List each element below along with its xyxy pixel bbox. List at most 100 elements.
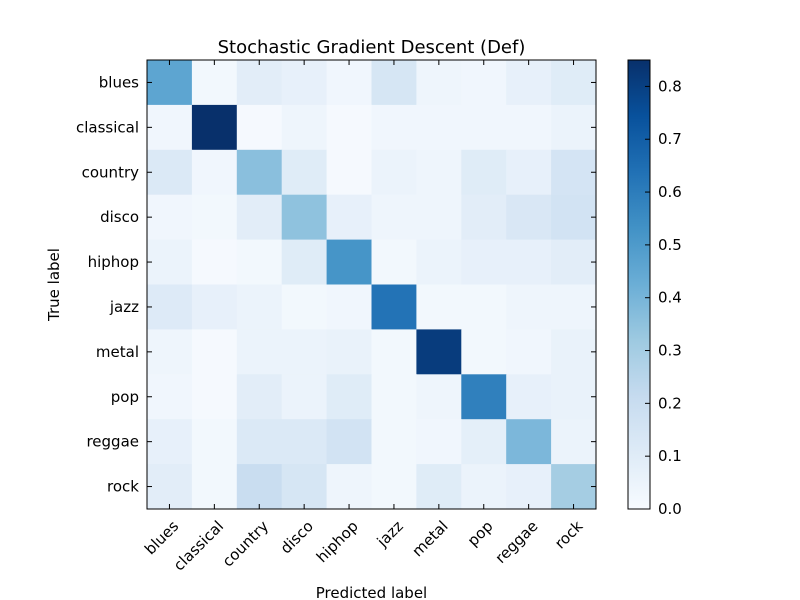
heatmap-cell xyxy=(147,329,193,375)
heatmap-cell xyxy=(236,284,283,330)
heatmap-cell xyxy=(281,329,328,375)
heatmap-cell xyxy=(147,419,193,465)
y-tick-label: rock xyxy=(107,478,139,496)
heatmap-cell xyxy=(371,374,417,420)
heatmap-cell xyxy=(416,329,462,375)
heatmap-cell xyxy=(191,239,238,285)
heatmap-cell xyxy=(191,149,238,196)
colorbar xyxy=(627,59,651,510)
heatmap-cell xyxy=(147,284,193,330)
heatmap-cell xyxy=(191,464,238,510)
heatmap-cell xyxy=(371,60,417,106)
heatmap-cell xyxy=(326,329,372,375)
heatmap-cell xyxy=(416,464,462,510)
heatmap-cell xyxy=(551,374,597,420)
x-tick-label: rock xyxy=(551,517,587,553)
heatmap-cell xyxy=(191,104,238,151)
heatmap-cell xyxy=(191,194,238,241)
heatmap-cell xyxy=(281,464,328,510)
heatmap-cell xyxy=(371,239,417,285)
heatmap-cell xyxy=(236,374,283,420)
x-tick-label: blues xyxy=(141,517,182,558)
chart-title: Stochastic Gradient Descent (Def) xyxy=(218,37,526,58)
heatmap-cell xyxy=(506,329,552,375)
heatmap-cell xyxy=(506,374,552,420)
heatmap-cell xyxy=(371,149,417,196)
heatmap-cell xyxy=(506,104,552,151)
heatmap-cell xyxy=(147,149,193,196)
heatmap-cell xyxy=(371,419,417,465)
heatmap-cell xyxy=(191,329,238,375)
heatmap-cell xyxy=(371,194,417,241)
heatmap-cell xyxy=(326,104,372,151)
heatmap-cell xyxy=(551,329,597,375)
heatmap-cell xyxy=(147,60,193,106)
heatmap-cell xyxy=(551,149,597,196)
y-tick-label: reggae xyxy=(86,433,139,451)
heatmap-cell xyxy=(191,284,238,330)
y-tick-label: blues xyxy=(99,73,139,91)
heatmap-cell xyxy=(191,374,238,420)
heatmap-cell xyxy=(551,419,597,465)
colorbar-tick-label: 0.0 xyxy=(658,500,682,518)
heatmap-cell xyxy=(371,104,417,151)
heatmap-cell xyxy=(461,329,507,375)
heatmap-cell xyxy=(416,284,462,330)
heatmap-cell xyxy=(506,419,552,465)
colorbar-tick-label: 0.6 xyxy=(658,183,682,201)
y-tick-label: disco xyxy=(100,208,139,226)
heatmap-cell xyxy=(326,239,372,285)
heatmap-cell xyxy=(416,239,462,285)
y-tick-label: hiphop xyxy=(88,253,139,271)
heatmap-cell xyxy=(461,149,507,196)
heatmap-cell xyxy=(147,194,193,241)
heatmap-cell xyxy=(461,239,507,285)
heatmap-cell xyxy=(506,60,552,106)
heatmap-cell xyxy=(551,60,597,106)
heatmap-cell xyxy=(281,149,328,196)
plot-frame xyxy=(146,59,597,510)
y-axis-ticks: blues classical country disco hiphop jazz meta… xyxy=(76,73,596,496)
heatmap-cell xyxy=(281,104,328,151)
heatmap-cell xyxy=(236,329,283,375)
heatmap-cell xyxy=(281,284,328,330)
x-tick-label: classical xyxy=(170,517,227,574)
heatmap-cell xyxy=(461,374,507,420)
heatmap-cell xyxy=(236,419,283,465)
heatmap-cell xyxy=(416,194,462,241)
colorbar-tick-label: 0.7 xyxy=(658,130,682,148)
heatmap-cell xyxy=(147,374,193,420)
heatmap-cell xyxy=(416,104,462,151)
heatmap-cell xyxy=(371,329,417,375)
heatmap-cell xyxy=(371,464,417,510)
x-tick-label: metal xyxy=(408,517,451,560)
heatmap-cell xyxy=(326,60,372,106)
heatmap-cell xyxy=(281,374,328,420)
heatmap-cell xyxy=(461,60,507,106)
x-tick-label: hiphop xyxy=(313,517,362,566)
heatmap-cell xyxy=(236,239,283,285)
heatmap-cell xyxy=(147,464,193,510)
heatmap-cell xyxy=(506,194,552,241)
y-axis-label: True label xyxy=(45,248,63,322)
heatmap-cell xyxy=(461,104,507,151)
y-tick-label: metal xyxy=(96,343,139,361)
heatmap-cell xyxy=(551,104,597,151)
heatmap-cell xyxy=(326,149,372,196)
colorbar-tick-label: 0.4 xyxy=(658,289,682,307)
heatmap-cell xyxy=(147,104,193,151)
heatmap-cell xyxy=(461,419,507,465)
heatmap-cell xyxy=(147,239,193,285)
heatmap-cell xyxy=(506,464,552,510)
heatmap-cell xyxy=(236,60,283,106)
heatmap-cell xyxy=(371,284,417,330)
colorbar-tick-label: 0.3 xyxy=(658,342,682,360)
heatmap-cell xyxy=(506,239,552,285)
colorbar-tick-label: 0.2 xyxy=(658,394,682,412)
heatmap-cell xyxy=(461,464,507,510)
heatmap-cell xyxy=(326,284,372,330)
heatmap-cell xyxy=(191,60,238,106)
heatmap-cell xyxy=(236,464,283,510)
y-tick-label: country xyxy=(82,163,139,181)
